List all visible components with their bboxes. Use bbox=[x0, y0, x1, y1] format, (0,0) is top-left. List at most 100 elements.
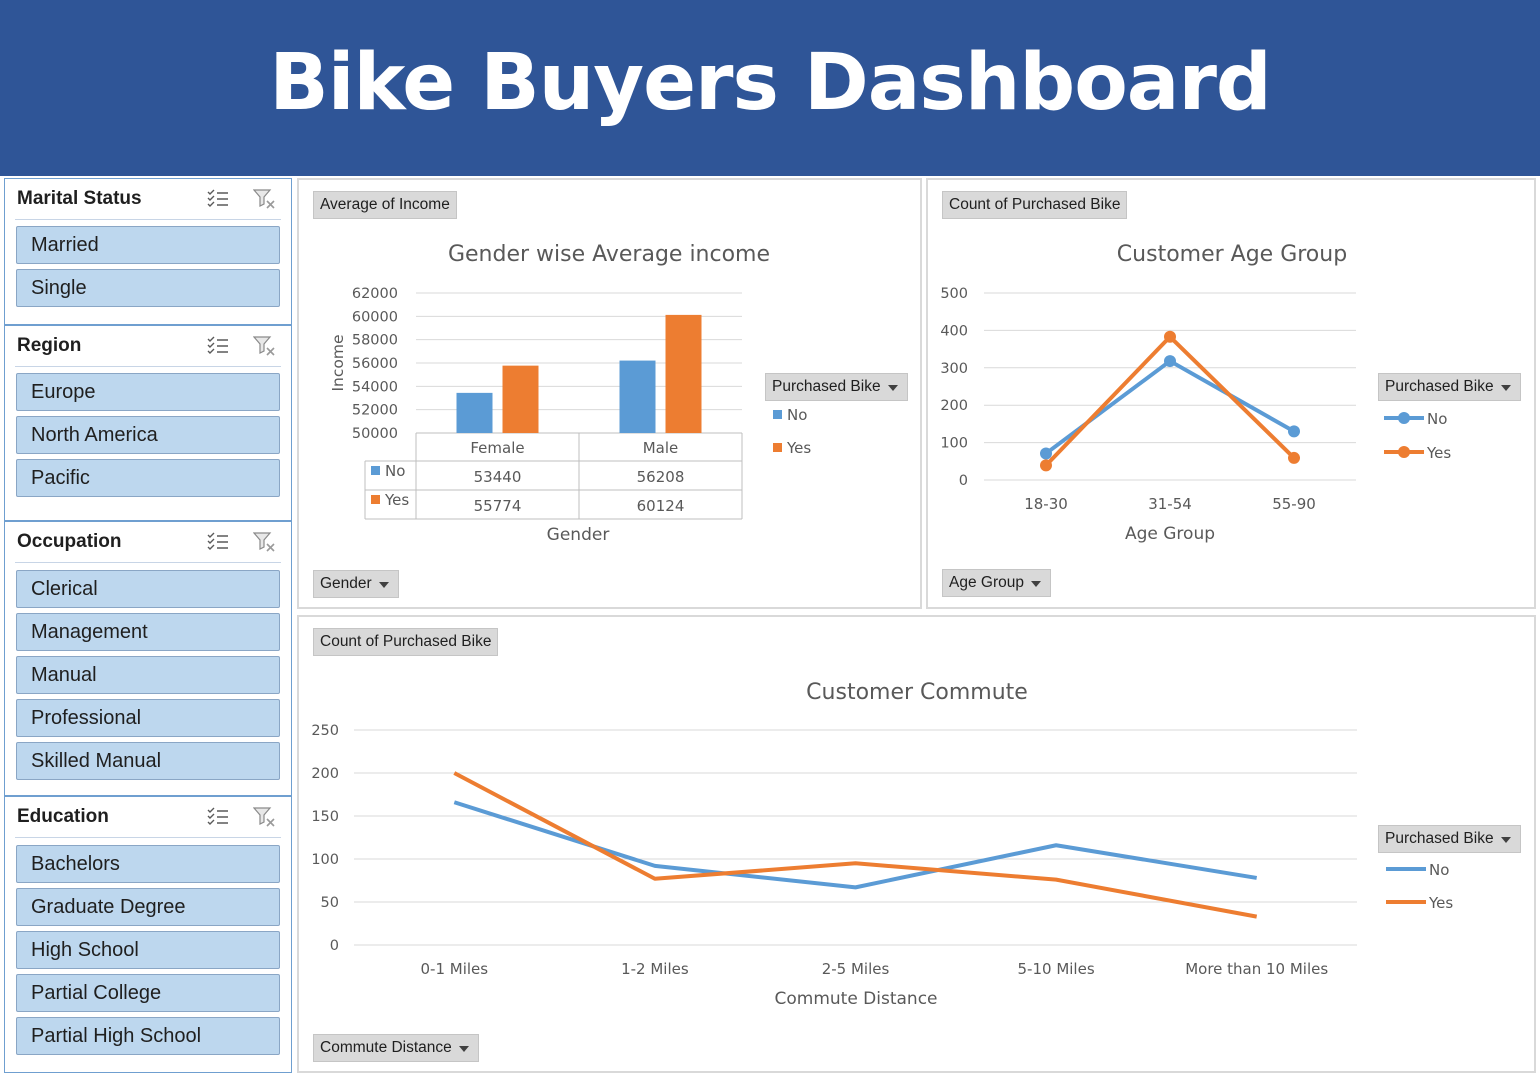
legend-label: Yes bbox=[1426, 444, 1451, 462]
value-field-button[interactable]: Count of Purchased Bike bbox=[942, 191, 1128, 219]
commute-axis-filter-button[interactable]: Commute Distance bbox=[313, 1034, 479, 1062]
gender-axis-filter-button[interactable]: Gender bbox=[313, 570, 399, 598]
x-category-label: 31-54 bbox=[1148, 495, 1192, 513]
y-tick-label: 250 bbox=[311, 723, 339, 739]
slicer-item-label: Pacific bbox=[31, 467, 90, 489]
multi-select-icon[interactable] bbox=[207, 807, 229, 827]
slicer-item-label: Professional bbox=[31, 707, 142, 729]
multi-select-icon[interactable] bbox=[207, 189, 229, 209]
commute-legend-filter-button[interactable]: Purchased Bike bbox=[1378, 825, 1521, 853]
gender-legend-filter-button[interactable]: Purchased Bike bbox=[765, 373, 908, 401]
slicer-title: Occupation bbox=[17, 531, 122, 552]
slicer-item-label: Management bbox=[31, 621, 148, 643]
slicer-marital-status: Marital Status Married Single bbox=[4, 178, 292, 325]
x-category-label: Female bbox=[470, 439, 524, 457]
y-tick-label: 200 bbox=[311, 766, 339, 782]
series-line-no[interactable] bbox=[453, 800, 1258, 890]
slicer-item-single[interactable]: Single bbox=[16, 269, 280, 307]
clear-filter-icon[interactable] bbox=[252, 806, 277, 828]
multi-select-icon[interactable] bbox=[207, 532, 229, 552]
legend-marker bbox=[1398, 446, 1410, 458]
y-tick-label: 56000 bbox=[352, 356, 398, 372]
y-tick-label: 300 bbox=[940, 361, 968, 377]
y-tick-label: 0 bbox=[959, 473, 968, 489]
slicer-item-professional[interactable]: Professional bbox=[16, 699, 280, 737]
table-legend-key bbox=[371, 466, 380, 475]
clear-filter-icon[interactable] bbox=[252, 188, 277, 210]
y-tick-label: 50000 bbox=[352, 426, 398, 442]
commute-chart: Customer Commute 250 200 150 100 50 0 0-1 Miles… bbox=[311, 680, 1453, 1009]
slicer-item-pacific[interactable]: Pacific bbox=[16, 459, 280, 497]
slicer-item-graduate-degree[interactable]: Graduate Degree bbox=[16, 888, 280, 926]
table-cell: 53440 bbox=[474, 468, 522, 486]
y-axis-title: Income bbox=[329, 334, 347, 391]
slicer-item-skilled-manual[interactable]: Skilled Manual bbox=[16, 742, 280, 780]
slicer-item-label: Europe bbox=[31, 381, 96, 403]
point-yes-0[interactable] bbox=[1040, 459, 1052, 472]
legend-label: No bbox=[1429, 861, 1449, 879]
slicer-item-label: Bachelors bbox=[31, 853, 120, 875]
value-field-button[interactable]: Count of Purchased Bike bbox=[313, 628, 499, 656]
slicer-item-high-school[interactable]: High School bbox=[16, 931, 280, 969]
y-tick-label: 50 bbox=[321, 895, 339, 911]
age-legend-filter-button[interactable]: Purchased Bike bbox=[1378, 373, 1521, 401]
data-table bbox=[364, 432, 743, 520]
point-yes-1[interactable] bbox=[1164, 330, 1176, 343]
slicer-item-label: Single bbox=[31, 277, 87, 299]
y-tick-label: 62000 bbox=[352, 286, 398, 302]
table-row-label: Yes bbox=[384, 491, 409, 509]
slicer-item-north-america[interactable]: North America bbox=[16, 416, 280, 454]
slicer-item-clerical[interactable]: Clerical bbox=[16, 570, 280, 608]
table-legend-key bbox=[371, 495, 380, 504]
slicer-title: Marital Status bbox=[17, 188, 142, 209]
y-tick-label: 52000 bbox=[352, 403, 398, 419]
series-line-no[interactable] bbox=[1044, 359, 1295, 456]
legend-marker bbox=[1398, 412, 1410, 424]
slicer-item-management[interactable]: Management bbox=[16, 613, 280, 651]
bar-yes-male[interactable] bbox=[665, 314, 702, 433]
bar-no-female[interactable] bbox=[456, 392, 493, 433]
slicer-item-europe[interactable]: Europe bbox=[16, 373, 280, 411]
gridlines bbox=[354, 729, 1357, 946]
legend-label: Yes bbox=[1428, 894, 1453, 912]
point-no-1[interactable] bbox=[1164, 355, 1176, 368]
multi-select-icon[interactable] bbox=[207, 336, 229, 356]
clear-filter-icon[interactable] bbox=[252, 531, 277, 553]
value-field-button[interactable]: Average of Income bbox=[313, 191, 457, 219]
slicer-item-married[interactable]: Married bbox=[16, 226, 280, 264]
point-no-2[interactable] bbox=[1288, 425, 1300, 438]
table-cell: 60124 bbox=[637, 497, 685, 515]
slicer-item-partial-college[interactable]: Partial College bbox=[16, 974, 280, 1012]
slicer-item-manual[interactable]: Manual bbox=[16, 656, 280, 694]
slicer-education: Education Bachelors Graduate Degree High Sc… bbox=[4, 796, 292, 1073]
series-line-yes[interactable] bbox=[453, 771, 1258, 919]
slicer-item-label: Clerical bbox=[31, 578, 98, 600]
chart-title: Customer Age Group bbox=[1117, 242, 1347, 267]
x-category-label: Male bbox=[643, 439, 679, 457]
slicer-header: Occupation bbox=[15, 522, 281, 563]
table-row-label: No bbox=[385, 462, 405, 480]
slicer-item-bachelors[interactable]: Bachelors bbox=[16, 845, 280, 883]
bar-no-male[interactable] bbox=[619, 360, 656, 433]
legend-label: No bbox=[1427, 410, 1447, 428]
slicer-title: Education bbox=[17, 806, 109, 827]
slicer-occupation: Occupation Clerical Management Manual Profes… bbox=[4, 521, 292, 796]
clear-filter-icon[interactable] bbox=[252, 335, 277, 357]
point-no-0[interactable] bbox=[1040, 447, 1052, 460]
slicer-item-partial-high-school[interactable]: Partial High School bbox=[16, 1017, 280, 1055]
x-category-label: 2-5 Miles bbox=[822, 960, 890, 978]
y-tick-label: 150 bbox=[311, 809, 339, 825]
slicer-title: Region bbox=[17, 335, 82, 356]
y-tick-label: 58000 bbox=[352, 333, 398, 349]
bar-yes-female[interactable] bbox=[502, 365, 539, 433]
page-title: Bike Buyers Dashboard bbox=[269, 38, 1272, 128]
header-banner: Bike Buyers Dashboard bbox=[0, 0, 1540, 176]
y-tick-label: 400 bbox=[940, 323, 968, 339]
slicer-item-label: High School bbox=[31, 939, 139, 961]
age-axis-filter-button[interactable]: Age Group bbox=[942, 569, 1051, 597]
slicer-item-label: Manual bbox=[31, 664, 97, 686]
slicer-item-label: Skilled Manual bbox=[31, 750, 162, 772]
slicer-region: Region Europe North America Pacific bbox=[4, 325, 292, 521]
point-yes-2[interactable] bbox=[1288, 451, 1300, 464]
slicer-item-label: Partial College bbox=[31, 982, 162, 1004]
